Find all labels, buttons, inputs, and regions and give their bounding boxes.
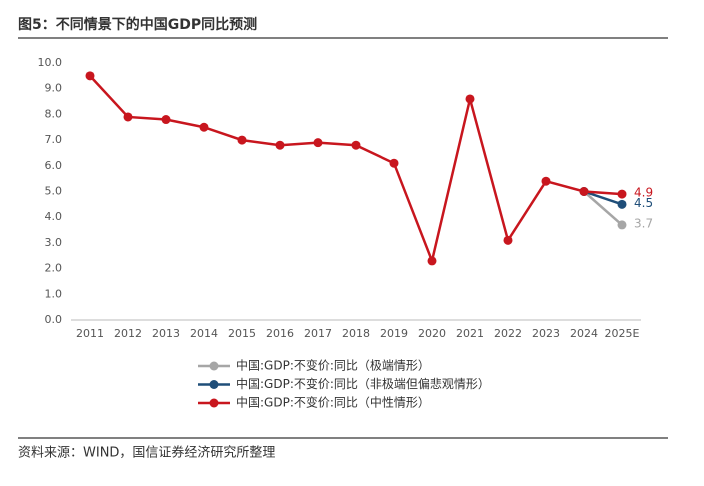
x-tick-label: 2013	[152, 327, 180, 340]
y-tick-label: 8.0	[45, 107, 63, 120]
x-tick-label: 2012	[114, 327, 142, 340]
chart-title: 图5：不同情景下的中国GDP同比预测	[18, 16, 257, 33]
x-tick-label: 2019	[380, 327, 408, 340]
y-tick-label: 1.0	[45, 287, 63, 300]
x-tick-label: 2020	[418, 327, 446, 340]
x-tick-label: 2023	[532, 327, 560, 340]
y-tick-label: 3.0	[45, 236, 63, 249]
x-tick-label: 2024	[570, 327, 598, 340]
y-tick-label: 6.0	[45, 159, 63, 172]
legend-label: 中国:GDP:不变价:同比（非极端但偏悲观情形）	[236, 376, 490, 391]
y-tick-label: 0.0	[45, 313, 63, 326]
point	[199, 122, 209, 132]
y-tick-label: 2.0	[45, 262, 63, 275]
legend-marker	[209, 380, 219, 389]
series-line	[583, 190, 623, 226]
data-label: 4.5	[634, 196, 653, 210]
series-line	[583, 190, 623, 206]
point	[617, 199, 627, 209]
point	[123, 112, 133, 122]
point	[541, 176, 551, 186]
point	[313, 138, 323, 148]
x-tick-label: 2014	[190, 327, 218, 340]
point	[617, 189, 627, 199]
x-tick-label: 2025E	[605, 327, 640, 340]
legend-label: 中国:GDP:不变价:同比（中性情形）	[236, 395, 430, 410]
point	[465, 94, 475, 104]
x-tick-label: 2018	[342, 327, 370, 340]
point	[275, 140, 285, 150]
x-tick-label: 2015	[228, 327, 256, 340]
point	[503, 235, 513, 245]
y-tick-label: 9.0	[45, 82, 63, 95]
data-label: 3.7	[634, 216, 653, 230]
y-tick-label: 5.0	[45, 185, 63, 198]
x-tick-label: 2011	[76, 327, 104, 340]
y-tick-label: 7.0	[45, 133, 63, 146]
x-tick-label: 2017	[304, 327, 332, 340]
point	[579, 187, 589, 196]
data-label: 4.9	[634, 186, 653, 200]
legend-label: 中国:GDP:不变价:同比（极端情形）	[236, 358, 430, 373]
y-tick-label: 4.0	[45, 210, 63, 223]
source: 资料来源：WIND，国信证券经济研究所整理	[18, 445, 275, 461]
point	[237, 135, 247, 145]
x-tick-label: 2022	[494, 327, 522, 340]
x-tick-label: 2021	[456, 327, 484, 340]
point	[161, 115, 171, 125]
x-tick-label: 2016	[266, 327, 294, 340]
point	[389, 158, 399, 168]
point	[351, 140, 361, 150]
legend-marker	[209, 361, 219, 371]
legend-marker	[209, 398, 219, 408]
point	[617, 220, 627, 230]
y-tick-label: 10.0	[38, 56, 63, 69]
point	[85, 71, 95, 81]
point	[427, 256, 437, 266]
series-line	[89, 75, 623, 266]
